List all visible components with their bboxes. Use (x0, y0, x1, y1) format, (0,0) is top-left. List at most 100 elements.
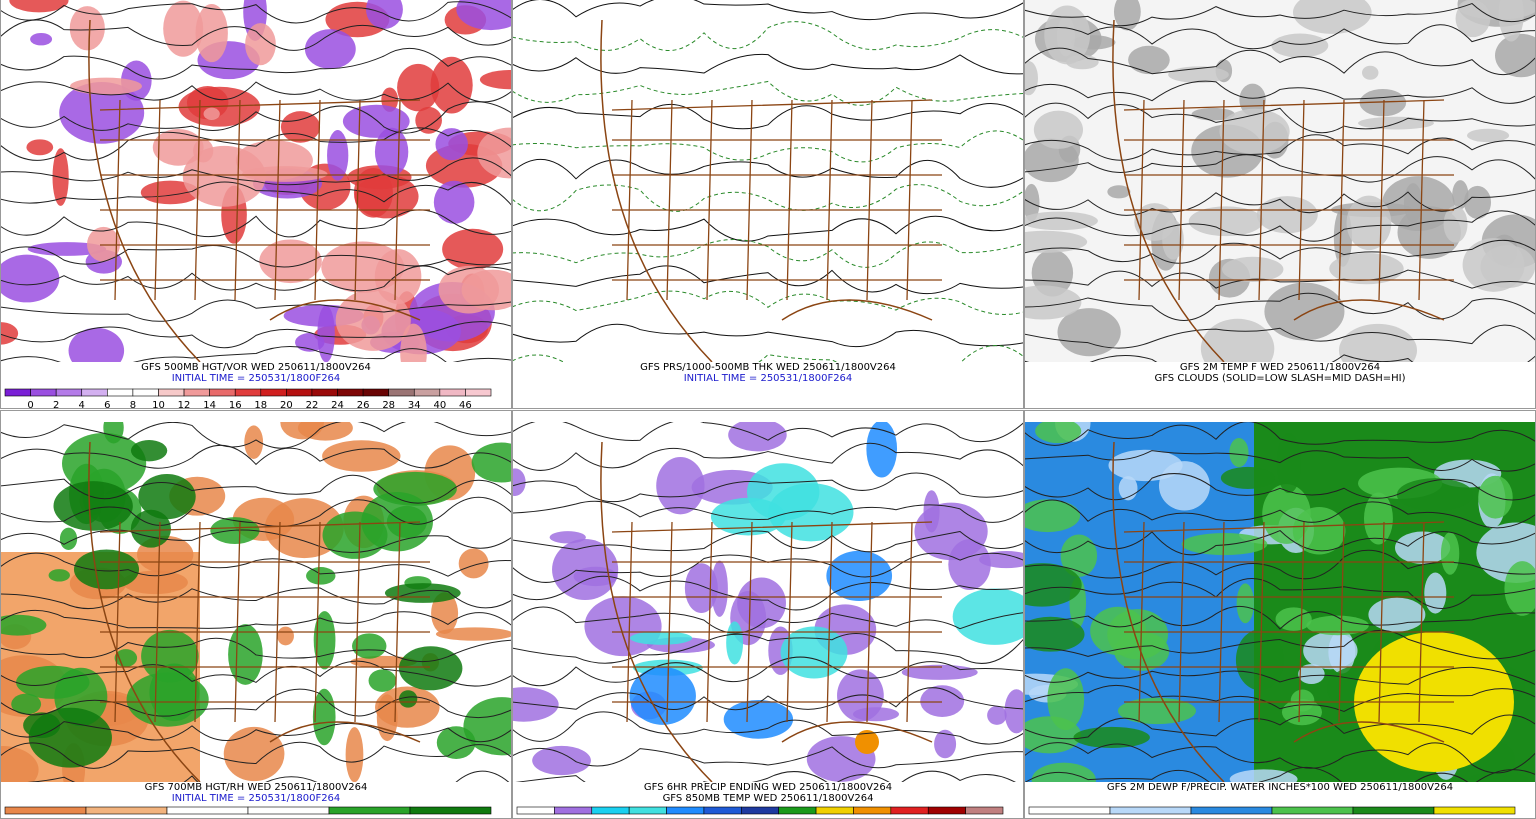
colorbar-label: 22 (306, 400, 319, 411)
contour-line (1, 157, 511, 186)
map-blob (1004, 689, 1023, 734)
state-borders (1123, 99, 1454, 301)
contour-line (1, 101, 511, 134)
contour-line (1025, 605, 1535, 630)
state-borders (99, 521, 430, 723)
map-blob (235, 140, 313, 181)
colorbar-label: 24 (331, 400, 344, 411)
map-blob (1394, 531, 1451, 565)
contour-line (513, 606, 1023, 634)
map-blob (1113, 0, 1141, 31)
colorbar-box (247, 806, 330, 815)
map-blob (1031, 249, 1074, 297)
contour-line (1025, 210, 1535, 242)
map-blob (264, 498, 344, 559)
colorbar-box (234, 388, 262, 397)
map-blob (163, 0, 204, 57)
map-blob (259, 239, 322, 284)
colorbar-box (311, 388, 338, 397)
map-blob (321, 241, 405, 293)
map-blob (513, 468, 526, 496)
colorbar-box (209, 388, 236, 397)
panel-title: INITIAL TIME = 250531/1800F264 (172, 373, 341, 384)
map-blob (1346, 195, 1392, 251)
map-panel: GFS 700MB HGT/RH WED 250611/1800V264INIT… (0, 410, 512, 819)
contour-line (1, 474, 511, 504)
map-blob (140, 180, 200, 205)
state-borders (611, 521, 942, 723)
contour-line (1, 609, 511, 629)
colorbar-box (1028, 806, 1111, 815)
map-blob (1168, 66, 1229, 83)
map-blob (1, 322, 19, 345)
colorbar-label: 0 (27, 400, 33, 411)
colorbar-box (666, 806, 705, 815)
map-blob (130, 509, 171, 548)
map-blob (1117, 697, 1197, 725)
contour-line (1025, 292, 1535, 321)
map-blob (726, 621, 744, 665)
map-blob (431, 592, 459, 635)
panel-title: GFS CLOUDS (SOLID=LOW SLASH=MID DASH=HI) (1154, 373, 1405, 384)
colorbar-label: 4 (79, 400, 85, 411)
contour-line (513, 159, 1023, 188)
map-blob (1025, 563, 1082, 607)
colorbar-box (1352, 806, 1435, 815)
colorbar-label: 8 (130, 400, 136, 411)
map-blob (1440, 532, 1460, 575)
colorbar-box (413, 388, 441, 397)
contour-line (513, 442, 1023, 471)
map-panel: GFS 500MB HGT/VOR WED 250611/1800V264INI… (0, 0, 512, 411)
colorbar-box (30, 388, 57, 397)
map-blob (48, 569, 70, 582)
map-blob (70, 77, 142, 95)
map-blob (855, 730, 879, 754)
map-blob (1107, 185, 1131, 199)
colorbar-label: 40 (433, 400, 446, 411)
map-blob (141, 629, 199, 683)
colorbar-box (132, 388, 159, 397)
map-blob (277, 626, 294, 646)
colorbar-box (890, 806, 929, 815)
map-blob (479, 70, 511, 90)
colorbar-label: 18 (254, 400, 267, 411)
map-blob (1229, 438, 1249, 468)
map-blob (9, 0, 69, 13)
map-blob (573, 566, 618, 587)
map-blob (322, 511, 388, 559)
map-blob (368, 669, 397, 692)
colorbar-label: 12 (178, 400, 191, 411)
map-blob (1462, 238, 1525, 292)
map-blob (327, 130, 349, 181)
colorbar-label: 16 (229, 400, 242, 411)
colorbar-box (166, 806, 249, 815)
colorbar-box (516, 806, 555, 815)
map-blob (1498, 0, 1524, 42)
panel-title: GFS 2M DEWP F/PRECIP. WATER INCHES*100 W… (1107, 782, 1453, 793)
map-blob (1025, 138, 1079, 183)
map-blob (345, 727, 364, 782)
contour-line (1025, 578, 1535, 609)
contour-line (513, 130, 1023, 163)
contour-line (513, 500, 1023, 523)
map-blob (30, 32, 53, 46)
contour-line (513, 0, 1023, 21)
map-blob (27, 242, 107, 256)
colorbar-box (183, 388, 210, 397)
colorbar-box (741, 806, 779, 815)
contour-line (1, 496, 511, 527)
map-blob (1229, 769, 1298, 782)
map-blob (195, 3, 228, 63)
map-blob (122, 570, 188, 595)
map-content (1025, 422, 1535, 782)
map-blob (458, 548, 489, 579)
contour-line (1025, 450, 1535, 472)
state-borders (611, 99, 942, 301)
map-blob (1108, 449, 1183, 482)
map-blob (934, 729, 957, 759)
coastline (88, 19, 421, 362)
map-blob (223, 726, 285, 782)
contour-line (1, 637, 511, 663)
colorbar-box (81, 388, 108, 397)
